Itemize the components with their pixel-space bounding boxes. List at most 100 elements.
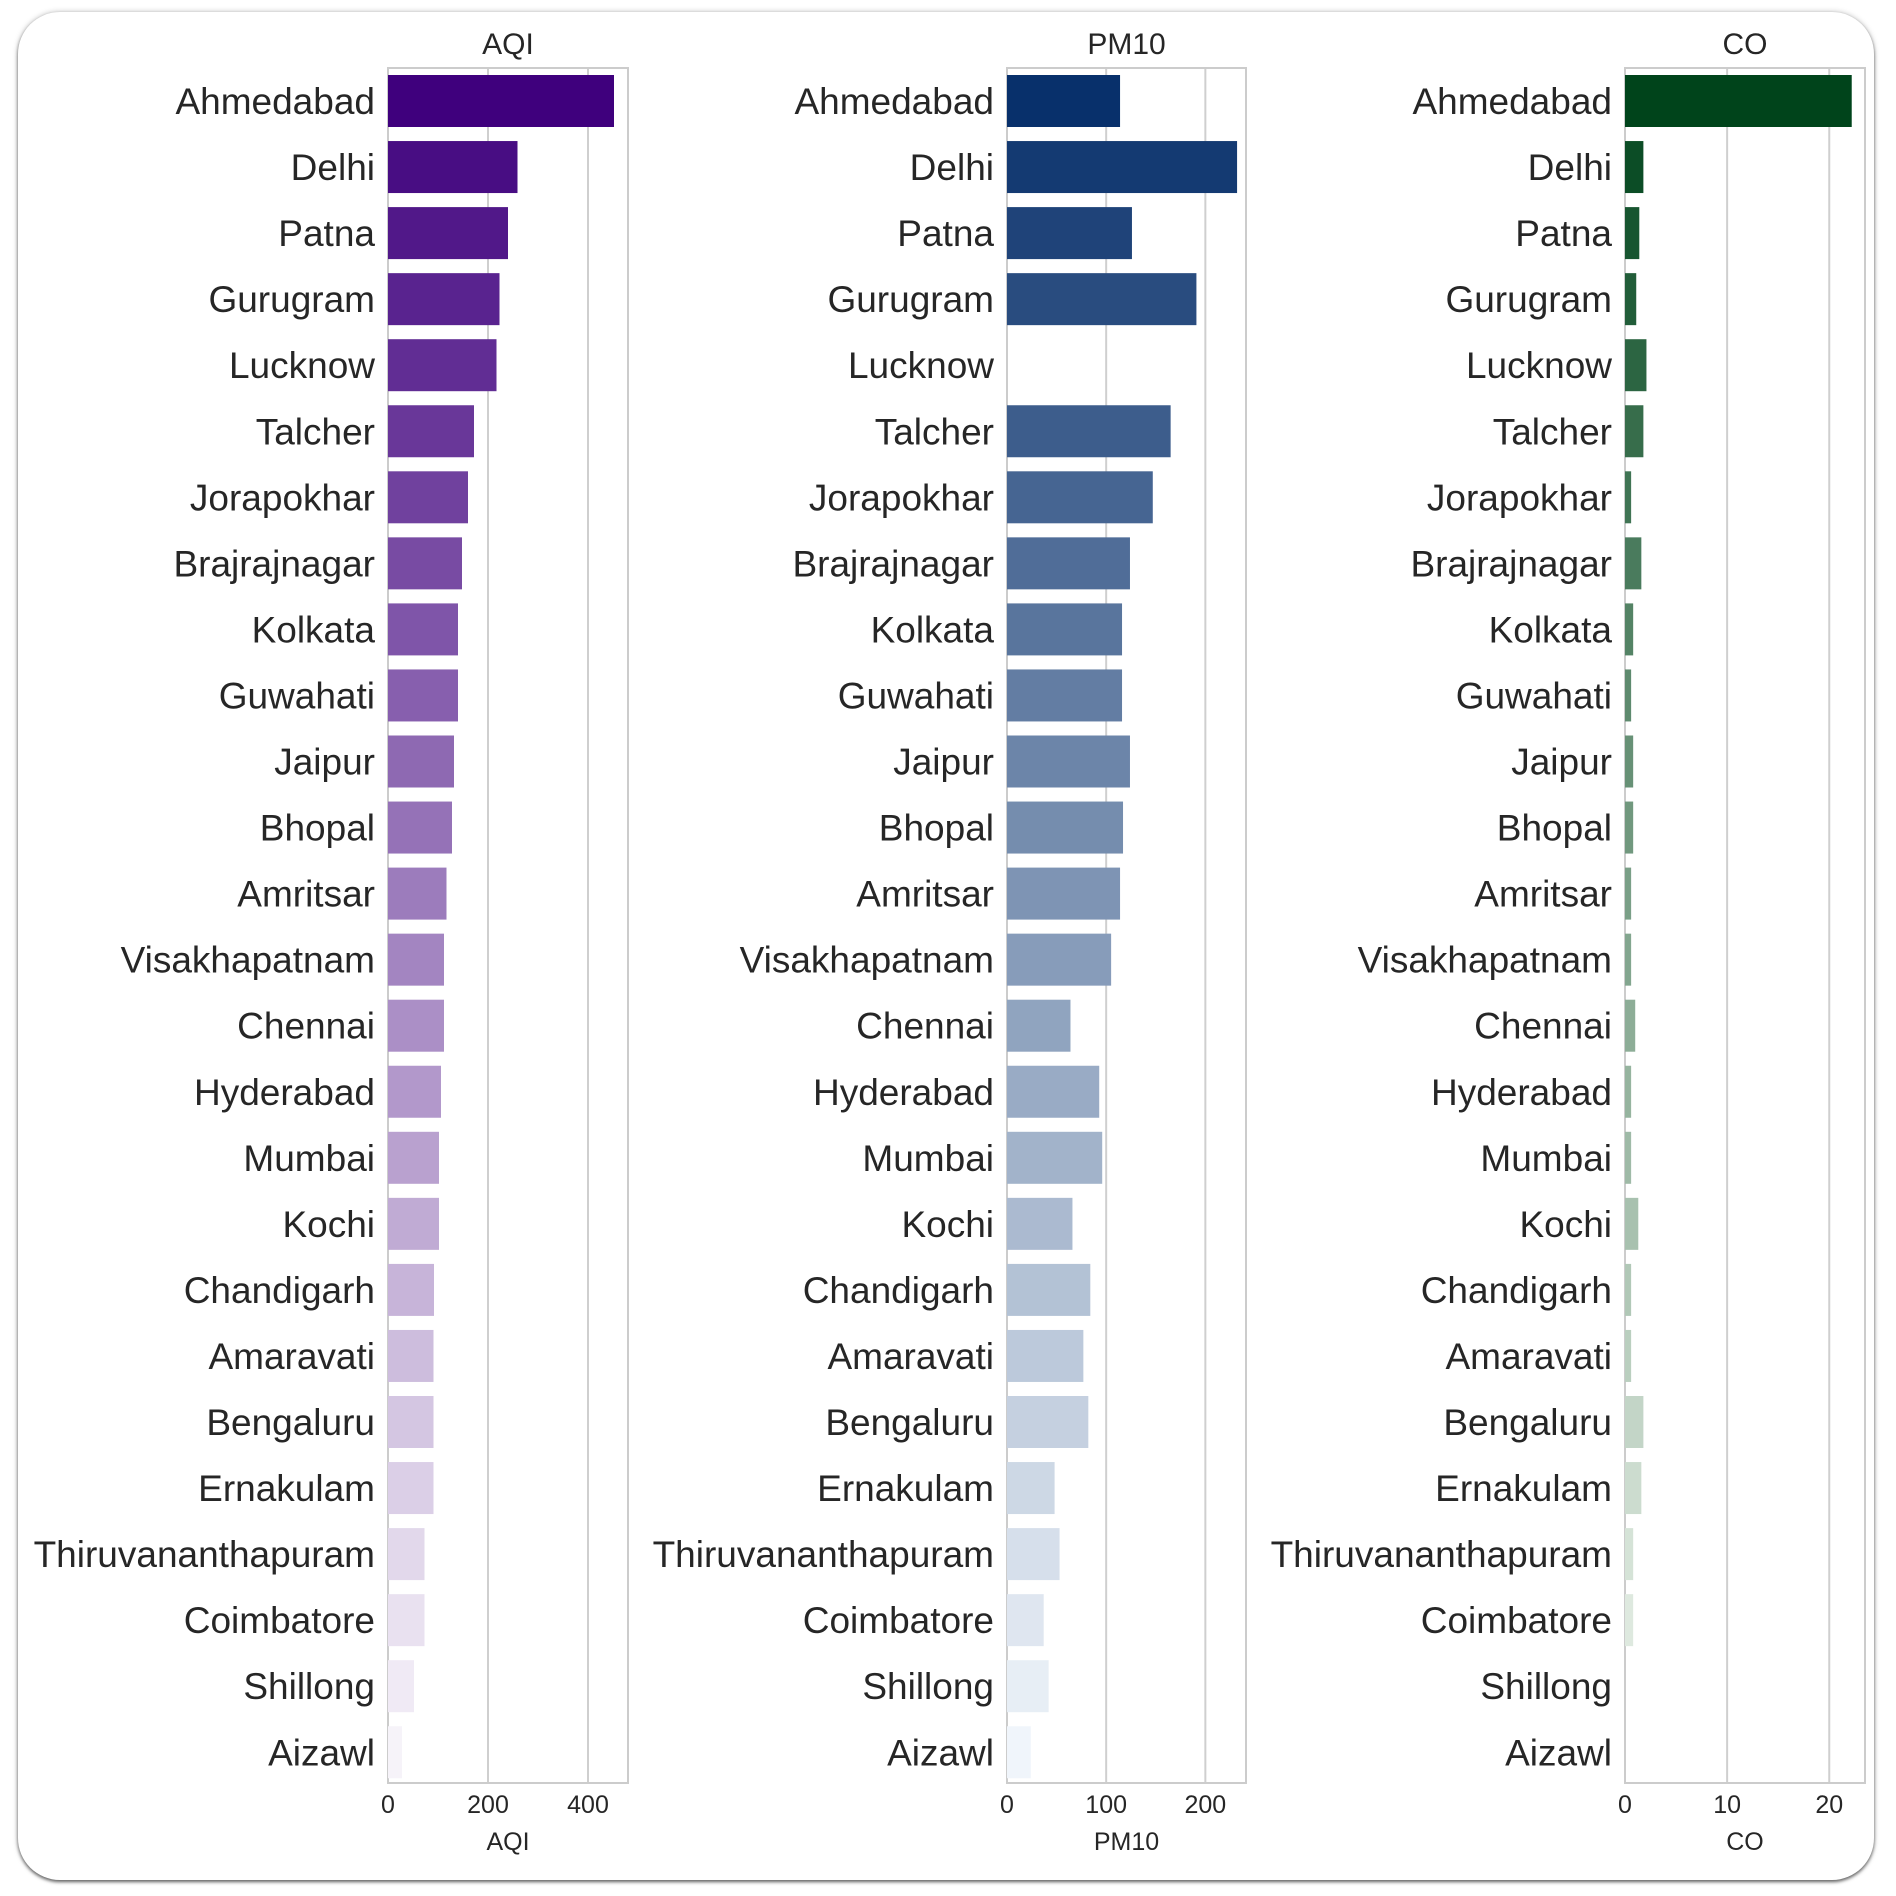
bar-chandigarh xyxy=(1625,1263,1632,1316)
x-tick-label: 0 xyxy=(1618,1791,1632,1819)
category-label: Visakhapatnam xyxy=(1358,940,1612,981)
bar-patna xyxy=(1625,207,1640,260)
panel-co: Ahmedabad Delhi Patna Gurugram Lucknow Talche… xyxy=(1271,28,1866,1856)
category-label: Chennai xyxy=(237,1006,375,1047)
bar-jorapokhar xyxy=(1007,471,1153,524)
panel-title: AQI xyxy=(482,28,534,61)
bar-mumbai xyxy=(1007,1131,1103,1184)
category-label: Mumbai xyxy=(862,1138,994,1179)
bar-brajrajnagar xyxy=(1007,537,1130,590)
category-label: Jaipur xyxy=(274,742,375,783)
x-axis-label: PM10 xyxy=(1094,1828,1159,1856)
bar-thiruvananthapuram xyxy=(1007,1528,1060,1581)
category-label: Ernakulam xyxy=(1435,1468,1612,1509)
bar-talcher xyxy=(388,405,474,458)
category-label: Patna xyxy=(897,213,994,254)
category-label: Bhopal xyxy=(1497,808,1612,849)
category-label: Aizawl xyxy=(1505,1732,1612,1773)
category-label: Talcher xyxy=(256,411,375,452)
category-label: Bhopal xyxy=(260,808,375,849)
bar-guwahati xyxy=(1625,669,1632,722)
figure-frame xyxy=(18,12,1874,1880)
x-tick-label: 200 xyxy=(1184,1791,1226,1819)
bar-bengaluru xyxy=(1007,1396,1089,1448)
bar-chandigarh xyxy=(1007,1263,1091,1316)
category-label: Kochi xyxy=(282,1204,375,1245)
category-label: Thiruvananthapuram xyxy=(34,1534,375,1575)
category-label: Bhopal xyxy=(879,808,994,849)
category-label: Gurugram xyxy=(208,279,375,320)
bar-amritsar xyxy=(388,867,447,920)
category-label: Jaipur xyxy=(893,742,994,783)
x-axis-label: AQI xyxy=(486,1828,529,1856)
category-label: Lucknow xyxy=(1466,345,1612,386)
bar-kochi xyxy=(1007,1197,1073,1250)
category-label: Delhi xyxy=(291,147,375,188)
bar-chandigarh xyxy=(388,1263,434,1316)
bar-amaravati xyxy=(1625,1329,1632,1382)
bar-thiruvananthapuram xyxy=(1625,1528,1634,1581)
category-label: Guwahati xyxy=(838,675,994,716)
bar-lucknow xyxy=(388,339,497,392)
category-label: Ahmedabad xyxy=(175,81,375,122)
bar-talcher xyxy=(1625,405,1644,458)
category-label: Shillong xyxy=(243,1666,375,1707)
bar-coimbatore xyxy=(1007,1594,1044,1647)
category-label: Visakhapatnam xyxy=(740,940,994,981)
bar-ernakulam xyxy=(1625,1462,1642,1515)
category-label: Chandigarh xyxy=(184,1270,375,1311)
x-tick-label: 200 xyxy=(467,1791,509,1819)
category-label: Coimbatore xyxy=(1421,1600,1612,1641)
category-label: Bengaluru xyxy=(1443,1402,1612,1443)
category-label: Ahmedabad xyxy=(1412,81,1612,122)
category-label: Brajrajnagar xyxy=(1410,543,1612,584)
category-label: Amaravati xyxy=(827,1336,994,1377)
x-tick-label: 0 xyxy=(381,1791,395,1819)
bar-gurugram xyxy=(1007,273,1197,326)
category-label: Amaravati xyxy=(1445,1336,1612,1377)
bar-shillong xyxy=(1007,1660,1049,1713)
x-tick-label: 10 xyxy=(1713,1791,1741,1819)
bar-bengaluru xyxy=(388,1396,434,1448)
bar-chennai xyxy=(388,999,444,1052)
bar-amaravati xyxy=(388,1329,434,1382)
category-label: Coimbatore xyxy=(184,1600,375,1641)
bar-guwahati xyxy=(388,669,458,722)
bar-ahmedabad xyxy=(1625,75,1852,127)
x-axis-label: CO xyxy=(1726,1828,1764,1856)
bar-patna xyxy=(388,207,508,260)
bar-ernakulam xyxy=(1007,1462,1055,1515)
category-label: Gurugram xyxy=(827,279,994,320)
category-label: Jorapokhar xyxy=(809,477,994,518)
category-label: Kolkata xyxy=(1489,609,1613,650)
bar-shillong xyxy=(388,1660,414,1713)
bar-patna xyxy=(1007,207,1132,260)
bar-chennai xyxy=(1625,999,1636,1052)
bar-brajrajnagar xyxy=(1625,537,1642,590)
category-label: Chandigarh xyxy=(1421,1270,1612,1311)
bar-amritsar xyxy=(1625,867,1632,920)
bar-bhopal xyxy=(388,801,452,854)
category-label: Guwahati xyxy=(219,675,375,716)
category-label: Amaravati xyxy=(208,1336,375,1377)
bar-lucknow xyxy=(1625,339,1647,392)
category-label: Jorapokhar xyxy=(1427,477,1612,518)
bar-delhi xyxy=(1625,141,1644,194)
category-label: Mumbai xyxy=(1480,1138,1612,1179)
bar-bengaluru xyxy=(1625,1396,1644,1448)
panel-title: CO xyxy=(1723,28,1768,61)
category-label: Amritsar xyxy=(1474,874,1612,915)
bar-hyderabad xyxy=(1625,1065,1632,1118)
bar-kolkata xyxy=(1625,603,1634,656)
category-label: Gurugram xyxy=(1445,279,1612,320)
category-label: Guwahati xyxy=(1456,675,1612,716)
category-label: Lucknow xyxy=(848,345,994,386)
category-label: Talcher xyxy=(1493,411,1612,452)
category-label: Thiruvananthapuram xyxy=(653,1534,994,1575)
category-label: Bengaluru xyxy=(206,1402,375,1443)
axes-frame xyxy=(387,67,629,1784)
bar-ernakulam xyxy=(388,1462,434,1515)
category-label: Delhi xyxy=(910,147,994,188)
category-label: Chennai xyxy=(856,1006,994,1047)
